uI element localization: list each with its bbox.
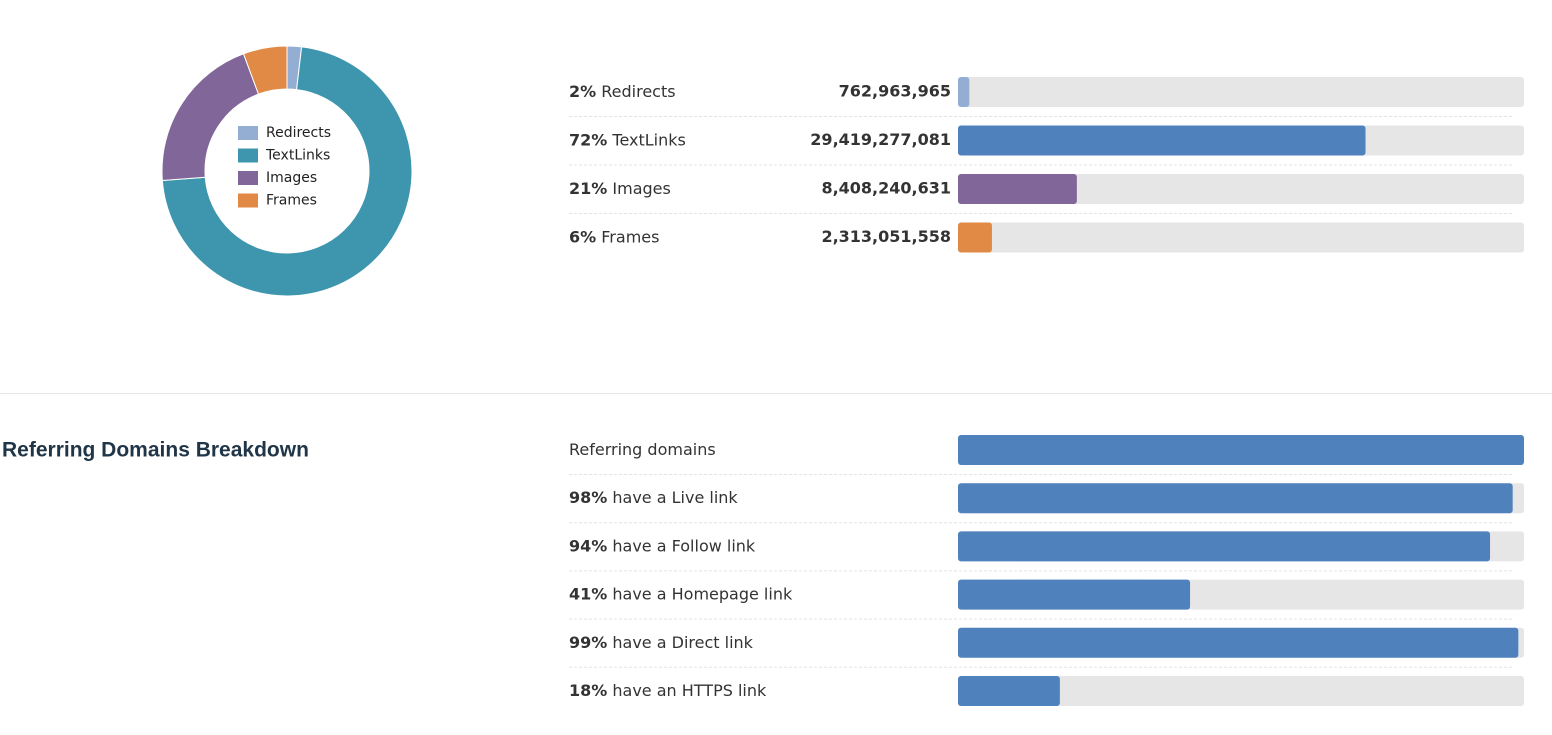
bar [958,174,1077,204]
legend-swatch [238,193,258,208]
row-label: 98% have a Live link [569,488,738,507]
bar-track [958,174,1524,204]
legend-label: Images [266,170,317,186]
row-percent: 98% [569,488,607,507]
row-label: Referring domains [569,440,716,459]
row-percent: 94% [569,536,607,555]
bar-track [958,77,1524,107]
row-label: 21% Images [569,179,671,198]
bar [958,531,1491,562]
legend: Redirects TextLinks Images Frames [238,125,331,209]
bar [958,483,1513,514]
bar-track [958,676,1524,706]
row-name: have a Live link [612,488,738,507]
row-name: Images [612,179,670,198]
legend-swatch [238,126,258,140]
bar [958,627,1519,658]
row-name: have a Follow link [612,536,756,555]
bar [958,125,1366,156]
row-label: 94% have a Follow link [569,536,756,555]
bar [958,435,1524,465]
bar [958,676,1060,706]
row-name: have a Homepage link [612,584,793,603]
row-count: 2,313,051,558 [821,227,951,246]
donut-slice [161,46,413,297]
row-name: Redirects [601,82,675,101]
row-percent: 21% [569,179,607,198]
row-label: 6% Frames [569,227,659,246]
row-name: Referring domains [569,440,716,459]
row-name: have an HTTPS link [612,681,767,700]
row-percent: 18% [569,681,607,700]
row-label: 2% Redirects [569,82,676,101]
legend-swatch [238,148,258,163]
row-percent: 99% [569,632,607,651]
bar-track [958,222,1524,253]
section-title: Referring Domains Breakdown [2,439,309,462]
legend-label: Redirects [266,125,331,141]
row-percent: 2% [569,82,596,101]
bar [958,222,992,253]
row-label: 18% have an HTTPS link [569,681,767,700]
row-percent: 41% [569,584,607,603]
row-count: 29,419,277,081 [810,130,951,149]
row-percent: 72% [569,130,607,149]
row-count: 762,963,965 [839,82,951,101]
legend-label: Frames [266,193,317,209]
row-name: Frames [601,227,659,246]
row-name: have a Direct link [612,632,753,651]
donut-slice [242,45,288,95]
row-label: 41% have a Homepage link [569,584,793,603]
row-label: 99% have a Direct link [569,632,754,651]
legend-swatch [238,171,258,185]
bar [958,77,970,107]
row-name: TextLinks [611,130,685,149]
row-percent: 6% [569,227,596,246]
legend-label: TextLinks [265,148,330,164]
row-label: 72% TextLinks [569,130,686,149]
bar [958,579,1191,610]
row-count: 8,408,240,631 [821,179,951,198]
